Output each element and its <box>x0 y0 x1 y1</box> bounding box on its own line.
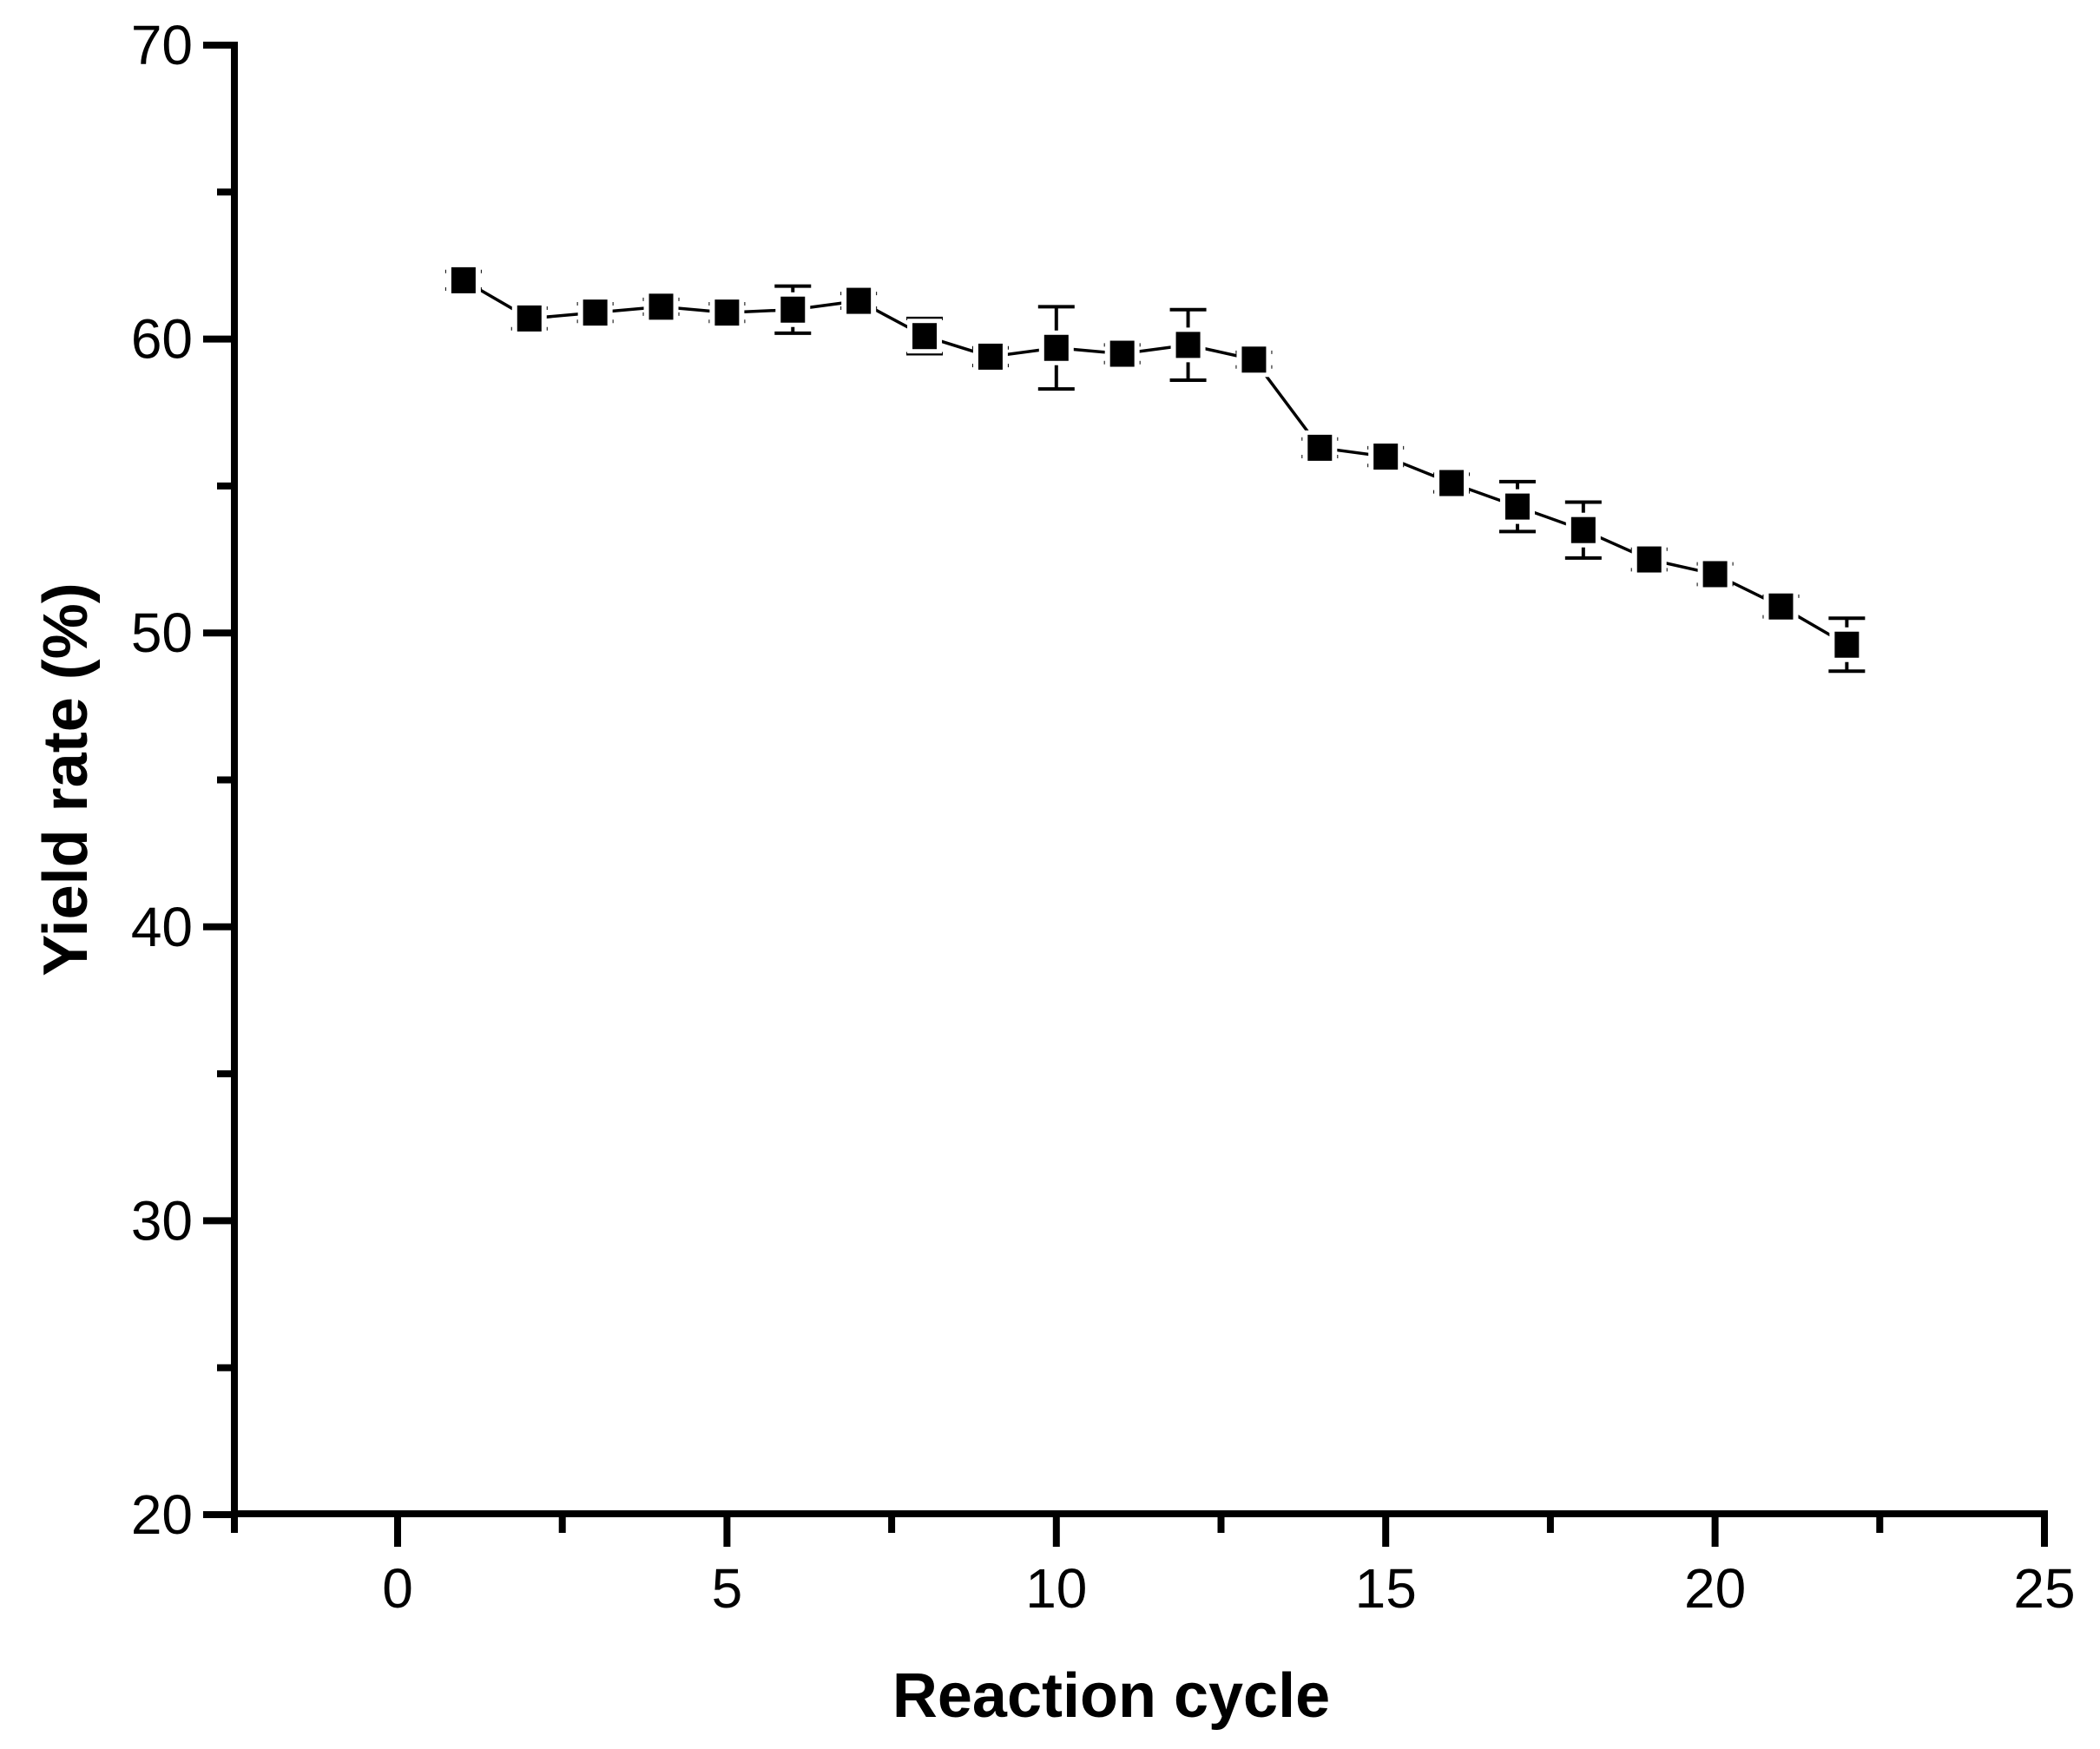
square-marker <box>1175 332 1201 358</box>
square-marker <box>1504 493 1530 520</box>
axes <box>231 42 2048 1533</box>
square-marker <box>1570 516 1596 543</box>
square-marker <box>1043 334 1069 361</box>
square-marker <box>1241 346 1267 373</box>
x-axis-title: Reaction cycle <box>892 1661 1330 1731</box>
data-point <box>577 295 613 331</box>
data-point <box>1763 588 1799 624</box>
y-axis-title: Yield rate (%) <box>31 582 101 976</box>
square-marker <box>714 299 740 326</box>
tick-layer: 0 5 10 15 20 25 20 30 40 50 60 70 <box>131 14 2076 1620</box>
data-point <box>1565 512 1601 548</box>
square-marker <box>517 305 542 332</box>
square-marker <box>1307 434 1333 461</box>
data-point <box>972 339 1008 374</box>
data-point <box>1368 439 1404 475</box>
data-point <box>643 289 679 325</box>
x-tick-label: 15 <box>1355 1557 1417 1620</box>
square-marker <box>1636 546 1662 573</box>
data-point <box>1631 542 1667 577</box>
y-tick-label: 70 <box>131 14 193 76</box>
series-line <box>463 279 1848 647</box>
x-tick-label: 10 <box>1025 1557 1087 1620</box>
square-marker <box>1702 561 1728 588</box>
square-marker <box>978 343 1003 370</box>
square-marker <box>846 287 872 314</box>
x-tick-label: 5 <box>712 1557 743 1620</box>
square-marker <box>451 266 476 293</box>
y-tick-label: 30 <box>131 1189 193 1252</box>
data-point <box>1170 327 1206 363</box>
y-tick-label: 20 <box>131 1483 193 1546</box>
y-tick-label: 50 <box>131 602 193 664</box>
data-point <box>841 283 877 319</box>
data-point <box>775 292 811 327</box>
square-marker <box>1768 593 1794 620</box>
square-marker <box>1373 444 1399 470</box>
x-tick-label: 25 <box>2013 1557 2075 1620</box>
series-layer <box>444 262 1866 674</box>
data-point <box>709 295 745 331</box>
x-tick-label: 20 <box>1684 1557 1746 1620</box>
data-point <box>445 262 481 298</box>
square-marker <box>780 296 806 323</box>
data-point <box>1302 430 1338 465</box>
data-point <box>1038 330 1074 365</box>
square-marker <box>1834 631 1860 658</box>
data-point <box>1236 342 1272 378</box>
square-marker <box>583 299 608 326</box>
data-point <box>511 300 547 336</box>
data-point <box>1104 336 1140 371</box>
data-point <box>1829 627 1865 662</box>
data-point <box>1499 489 1535 524</box>
y-tick-label: 60 <box>131 308 193 371</box>
square-marker <box>912 323 938 350</box>
data-point <box>907 319 943 354</box>
data-point <box>1697 556 1733 592</box>
square-marker <box>648 293 674 320</box>
data-point <box>1434 465 1470 501</box>
square-marker <box>1109 340 1135 367</box>
square-marker <box>1439 470 1465 496</box>
x-tick-label: 0 <box>382 1557 413 1620</box>
y-tick-label: 40 <box>131 896 193 958</box>
